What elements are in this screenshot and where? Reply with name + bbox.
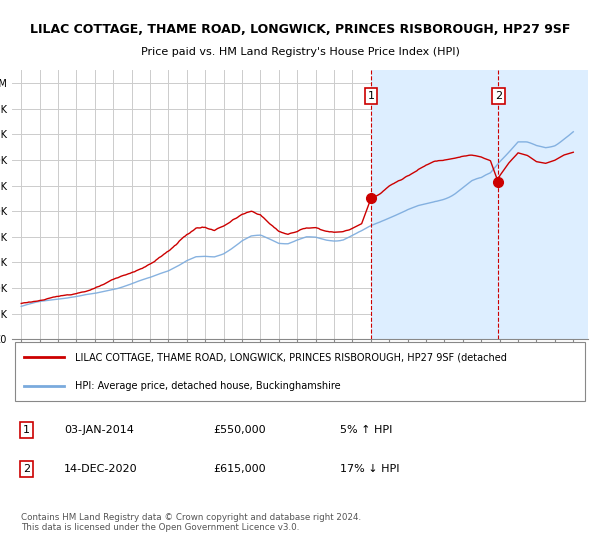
Text: 14-DEC-2020: 14-DEC-2020 [64,464,137,474]
Bar [498,71,588,339]
Text: 03-JAN-2014: 03-JAN-2014 [64,425,134,435]
Text: £615,000: £615,000 [214,464,266,474]
Text: LILAC COTTAGE, THAME ROAD, LONGWICK, PRINCES RISBOROUGH, HP27 9SF (detached: LILAC COTTAGE, THAME ROAD, LONGWICK, PRI… [76,352,507,362]
Text: 1: 1 [367,91,374,101]
Text: £550,000: £550,000 [214,425,266,435]
Text: Contains HM Land Registry data © Crown copyright and database right 2024.
This d: Contains HM Land Registry data © Crown c… [20,512,361,532]
Bar [371,71,588,339]
FancyBboxPatch shape [15,342,585,401]
Text: Price paid vs. HM Land Registry's House Price Index (HPI): Price paid vs. HM Land Registry's House … [140,48,460,57]
Text: 5% ↑ HPI: 5% ↑ HPI [340,425,392,435]
Text: 2: 2 [494,91,502,101]
Text: 2: 2 [23,464,30,474]
Text: HPI: Average price, detached house, Buckinghamshire: HPI: Average price, detached house, Buck… [76,381,341,390]
Text: LILAC COTTAGE, THAME ROAD, LONGWICK, PRINCES RISBOROUGH, HP27 9SF: LILAC COTTAGE, THAME ROAD, LONGWICK, PRI… [30,23,570,36]
Text: 1: 1 [23,425,30,435]
Text: 17% ↓ HPI: 17% ↓ HPI [340,464,400,474]
